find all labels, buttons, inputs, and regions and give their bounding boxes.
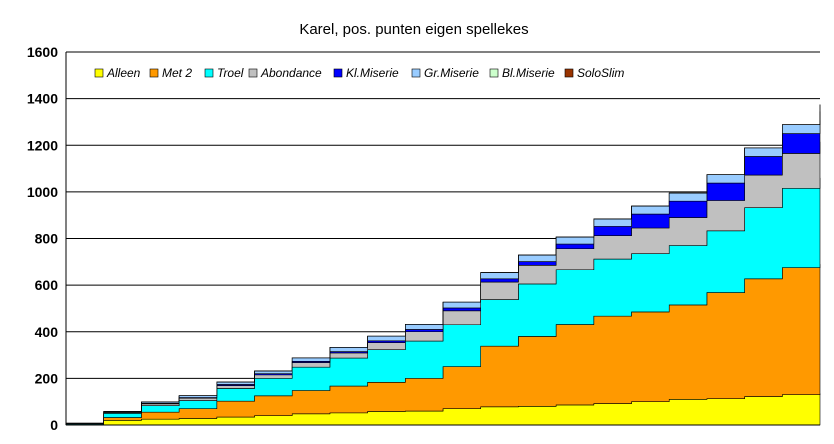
legend-label: Met 2 [162,66,192,80]
y-tick-label: 800 [35,231,59,247]
legend-swatch [564,68,574,78]
axes [65,52,820,426]
legend-swatch [204,68,214,78]
y-tick-label: 600 [35,277,59,293]
legend-label: SoloSlim [577,66,624,80]
legend-label: Abondance [260,66,322,80]
gridlines [66,51,820,379]
legend-swatch [94,68,104,78]
y-tick-label: 0 [50,417,58,433]
legend-swatch [149,68,159,78]
legend-label: Kl.Miserie [346,66,399,80]
legend-swatch [248,68,258,78]
y-axis-ticks: 0 200 400 600 800 1000 1200 1400 1600 [27,44,58,433]
legend: Alleen Met 2 Troel Abondance Kl.Miserie Gr.Mi… [94,66,624,80]
legend-label: Troel [217,66,244,80]
y-tick-label: 400 [35,324,59,340]
series-areas [65,104,821,426]
y-tick-label: 1400 [27,91,58,107]
y-tick-label: 1000 [27,184,58,200]
legend-label: Bl.Miserie [502,66,555,80]
y-tick-label: 1200 [27,137,58,153]
legend-swatch [489,68,499,78]
legend-swatch [411,68,421,78]
y-tick-label: 1600 [27,44,58,60]
legend-swatch [333,68,343,78]
y-tick-label: 200 [35,370,59,386]
series-area-soloslim [66,104,821,424]
legend-label: Gr.Miserie [424,66,479,80]
legend-label: Alleen [106,66,141,80]
chart-title: Karel, pos. punten eigen spellekes [299,21,528,38]
